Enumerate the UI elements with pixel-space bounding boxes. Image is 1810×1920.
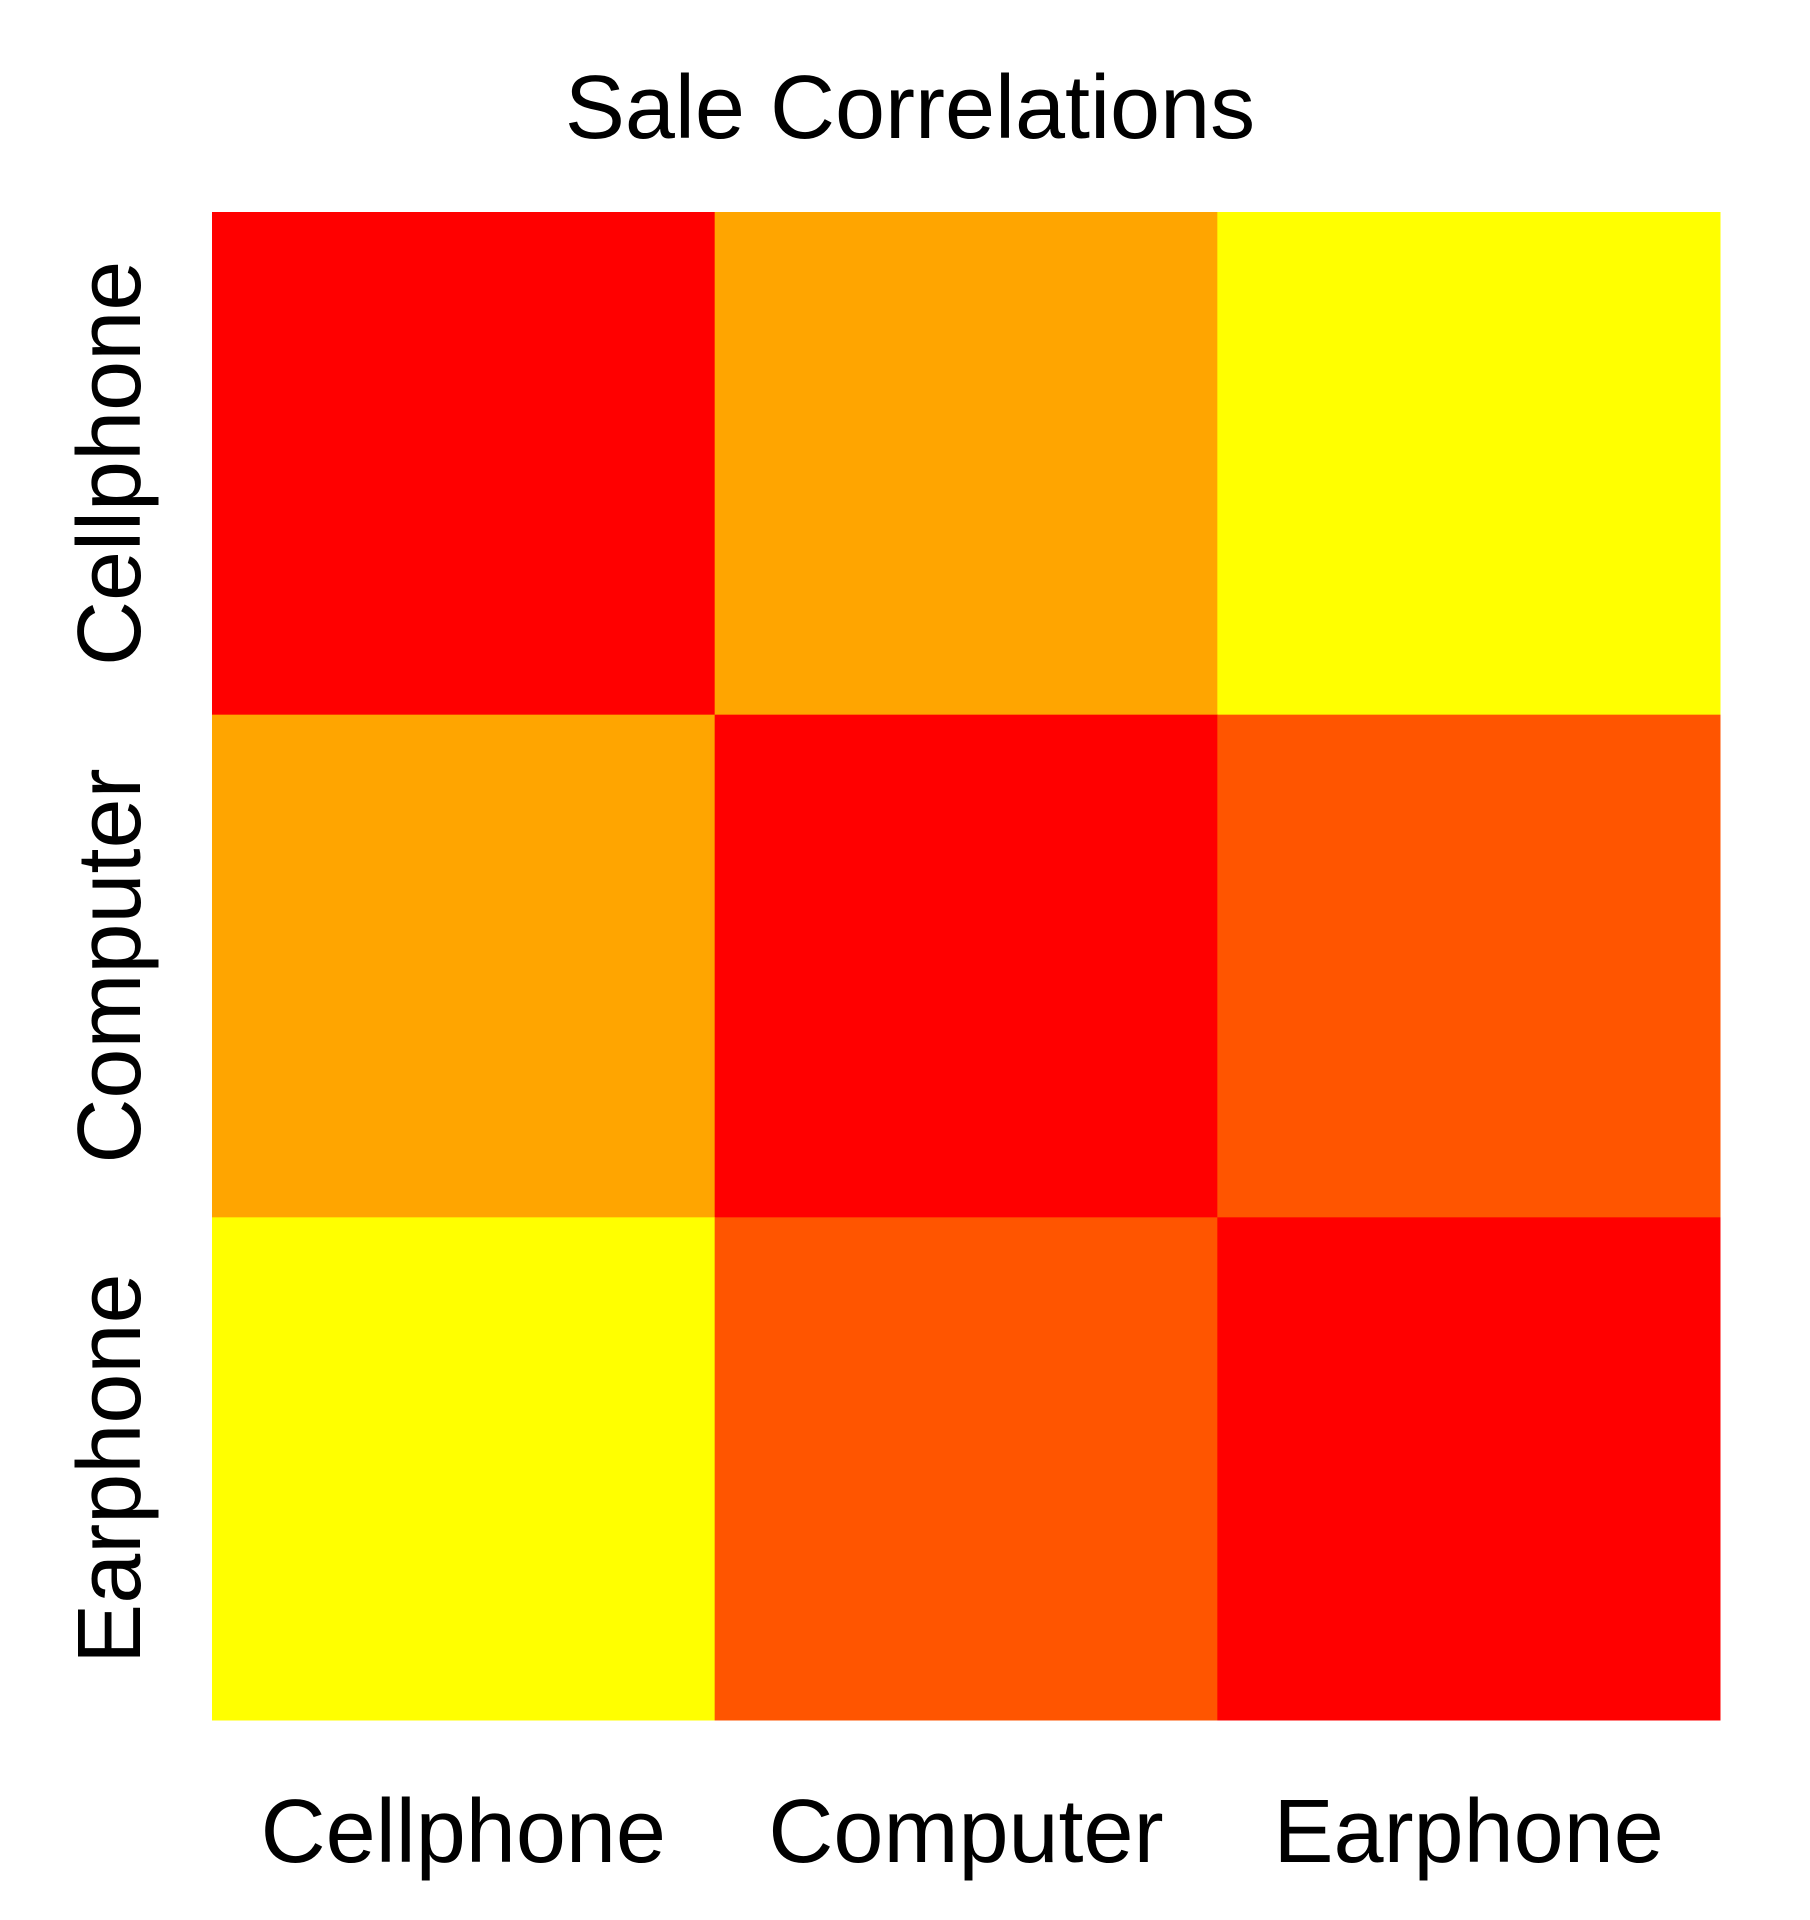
heatmap-cell-earphone-computer [714, 1217, 1218, 1721]
heatmap-cell-computer-computer [714, 714, 1218, 1218]
heatmap-cell-cellphone-earphone [1217, 212, 1721, 716]
x-axis-tick-labels: Cellphone Computer Earphone [261, 1782, 1664, 1882]
heatmap-cell-computer-cellphone [212, 714, 716, 1218]
heatmap-cell-computer-earphone [1217, 714, 1721, 1218]
heatmap-cell-cellphone-cellphone [212, 212, 716, 716]
heatmap-cell-earphone-earphone [1217, 1217, 1721, 1721]
x-tick-label-cellphone: Cellphone [261, 1782, 666, 1882]
y-tick-label-earphone: Earphone [60, 1274, 160, 1664]
y-tick-label-computer: Computer [60, 768, 160, 1163]
x-tick-label-earphone: Earphone [1274, 1782, 1664, 1882]
x-tick-label-computer: Computer [768, 1782, 1163, 1882]
heatmap-cell-earphone-cellphone [212, 1217, 716, 1721]
y-tick-label-cellphone: Cellphone [60, 261, 160, 666]
chart-title: Sale Correlations [565, 58, 1255, 158]
heatmap-cells [212, 212, 1721, 1721]
y-axis-tick-labels: Cellphone Computer Earphone [60, 261, 160, 1664]
heatmap-cell-cellphone-computer [714, 212, 1218, 716]
